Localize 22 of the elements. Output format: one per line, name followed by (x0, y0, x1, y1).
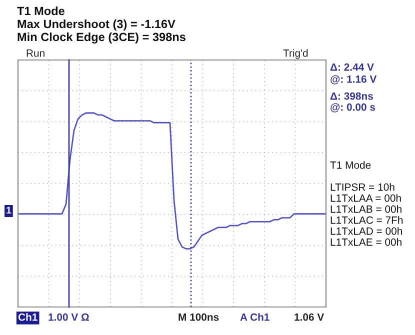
text: Min Clock Edge (3CE) = 398ns (18, 32, 186, 44)
text: Run (26, 50, 44, 57)
text: T1 Mode (330, 161, 371, 169)
text: Ch1 (18, 313, 38, 321)
text: 1 (6, 206, 12, 214)
chart-title: T1 Mode (17, 6, 64, 16)
text: Trig'd (283, 49, 308, 59)
text: M 100ns (178, 313, 219, 321)
text: L1TxLAC = 7Fh (330, 216, 403, 224)
text: A Ch1 (240, 313, 270, 321)
text: 1.00 V Ω (48, 313, 89, 321)
text: @: 0.00 s (330, 103, 376, 112)
text: 1.06 V (294, 313, 324, 321)
text: L1TxLAB = 00h (330, 205, 402, 213)
text: Δ: 398ns (330, 92, 373, 100)
text: L1TxLAA = 00h (330, 194, 401, 202)
text: LTIPSR = 10h (330, 183, 394, 191)
chart-subtitle: Max Undershoot (3) = -1.16V (18, 20, 176, 30)
text: L1TxLAD = 00h (330, 227, 402, 235)
text: Δ: 2.44 V (330, 63, 374, 71)
text: @: 1.16 V (330, 75, 377, 84)
text: L1TxLAE = 00h (330, 238, 402, 246)
